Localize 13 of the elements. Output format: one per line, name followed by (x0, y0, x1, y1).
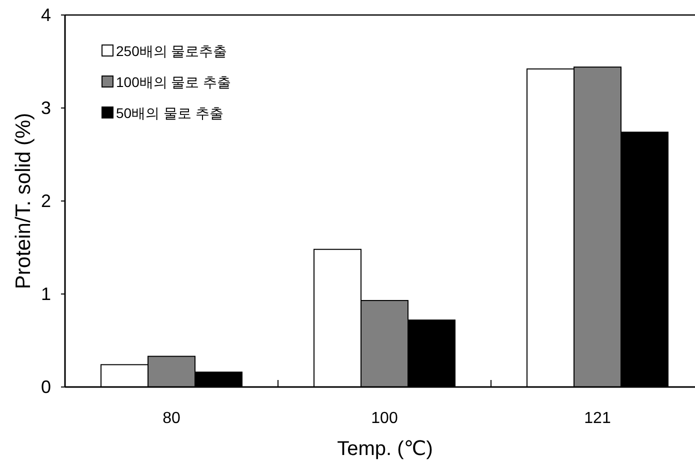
y-tick-label: 2 (40, 191, 51, 211)
y-axis-title: Protein/T. solid (%) (12, 112, 35, 290)
y-tick-label: 1 (40, 284, 51, 304)
x-tick-label: 80 (162, 410, 180, 427)
legend-label: 250배의 물로추출 (116, 43, 228, 59)
y-tick-label: 0 (40, 377, 51, 397)
y-tick-label: 4 (40, 5, 51, 25)
legend-label: 100배의 물로 추출 (116, 74, 232, 90)
x-tick-label: 121 (584, 410, 611, 427)
x-tick-label: 100 (371, 410, 398, 427)
legend-label: 50배의 물로 추출 (116, 105, 224, 121)
y-tick-label: 3 (40, 98, 51, 118)
x-axis-title: Temp. (℃) (337, 438, 433, 460)
